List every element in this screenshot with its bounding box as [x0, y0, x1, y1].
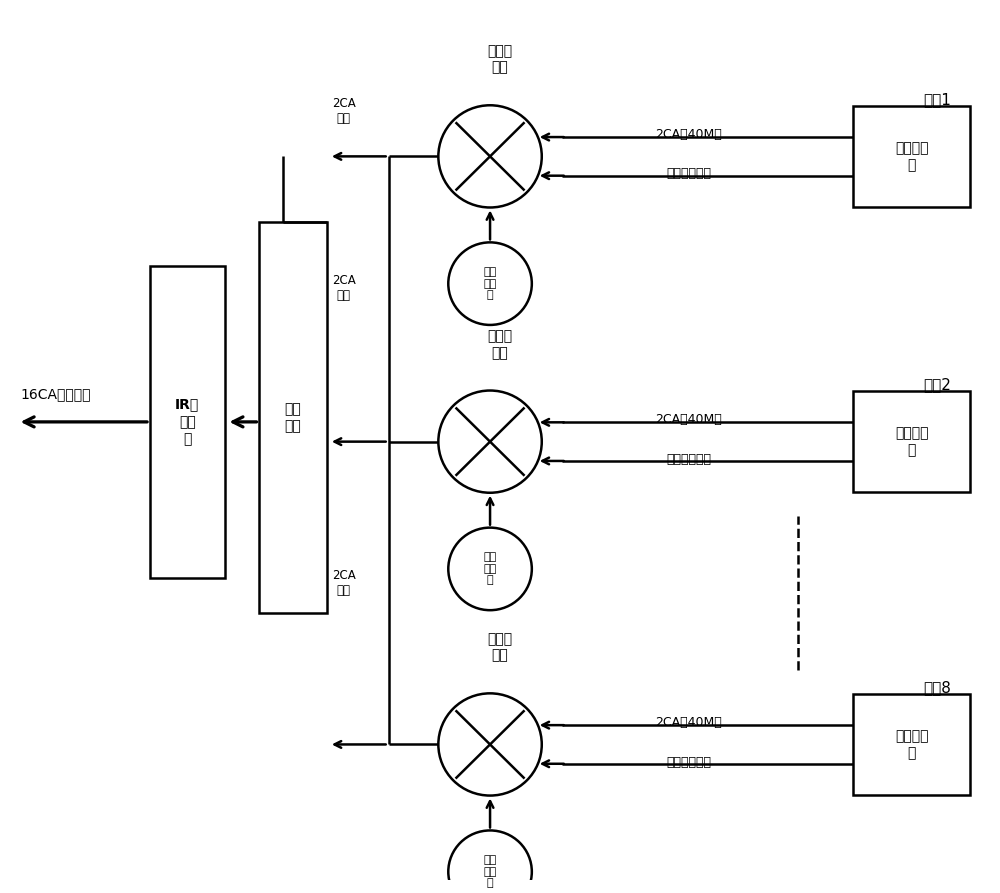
- Text: 数字中频信号: 数字中频信号: [666, 167, 711, 180]
- Text: 数字下
变频: 数字下 变频: [487, 45, 513, 74]
- Text: 通道1: 通道1: [924, 92, 951, 107]
- Text: 2CA（40M）: 2CA（40M）: [656, 128, 722, 141]
- Text: 通道2: 通道2: [924, 377, 951, 392]
- Text: 滤波
抽取: 滤波 抽取: [285, 402, 302, 433]
- Text: 数字中频信号: 数字中频信号: [666, 453, 711, 465]
- Bar: [259, 222, 327, 613]
- Text: IR数
据接
口: IR数 据接 口: [175, 397, 199, 446]
- Text: 数控
振荡
器: 数控 振荡 器: [483, 267, 497, 300]
- Bar: [150, 266, 225, 578]
- Ellipse shape: [448, 242, 532, 325]
- Text: 2CA
数据: 2CA 数据: [332, 569, 356, 597]
- Text: 数控
振荡
器: 数控 振荡 器: [483, 855, 497, 889]
- Text: 模数转换
器: 模数转换 器: [895, 141, 928, 172]
- Text: 数字下
变频: 数字下 变频: [487, 330, 513, 360]
- Text: 数字中频信号: 数字中频信号: [666, 755, 711, 769]
- Ellipse shape: [438, 390, 542, 493]
- Ellipse shape: [438, 105, 542, 207]
- Text: 模数转换
器: 模数转换 器: [895, 426, 928, 457]
- Ellipse shape: [448, 528, 532, 610]
- Bar: [853, 391, 970, 492]
- Text: 模数转换
器: 模数转换 器: [895, 729, 928, 760]
- Text: 2CA
数据: 2CA 数据: [332, 96, 356, 125]
- Text: 16CA基带数据: 16CA基带数据: [21, 387, 91, 401]
- Text: 通道8: 通道8: [924, 680, 951, 695]
- Text: 2CA（40M）: 2CA（40M）: [656, 413, 722, 426]
- Text: 数控
振荡
器: 数控 振荡 器: [483, 552, 497, 586]
- Ellipse shape: [438, 693, 542, 796]
- Text: 2CA
数据: 2CA 数据: [332, 274, 356, 303]
- Text: 2CA（40M）: 2CA（40M）: [656, 716, 722, 729]
- Bar: [853, 106, 970, 207]
- Text: 数字下
变频: 数字下 变频: [487, 632, 513, 663]
- Bar: [853, 694, 970, 795]
- Ellipse shape: [448, 830, 532, 893]
